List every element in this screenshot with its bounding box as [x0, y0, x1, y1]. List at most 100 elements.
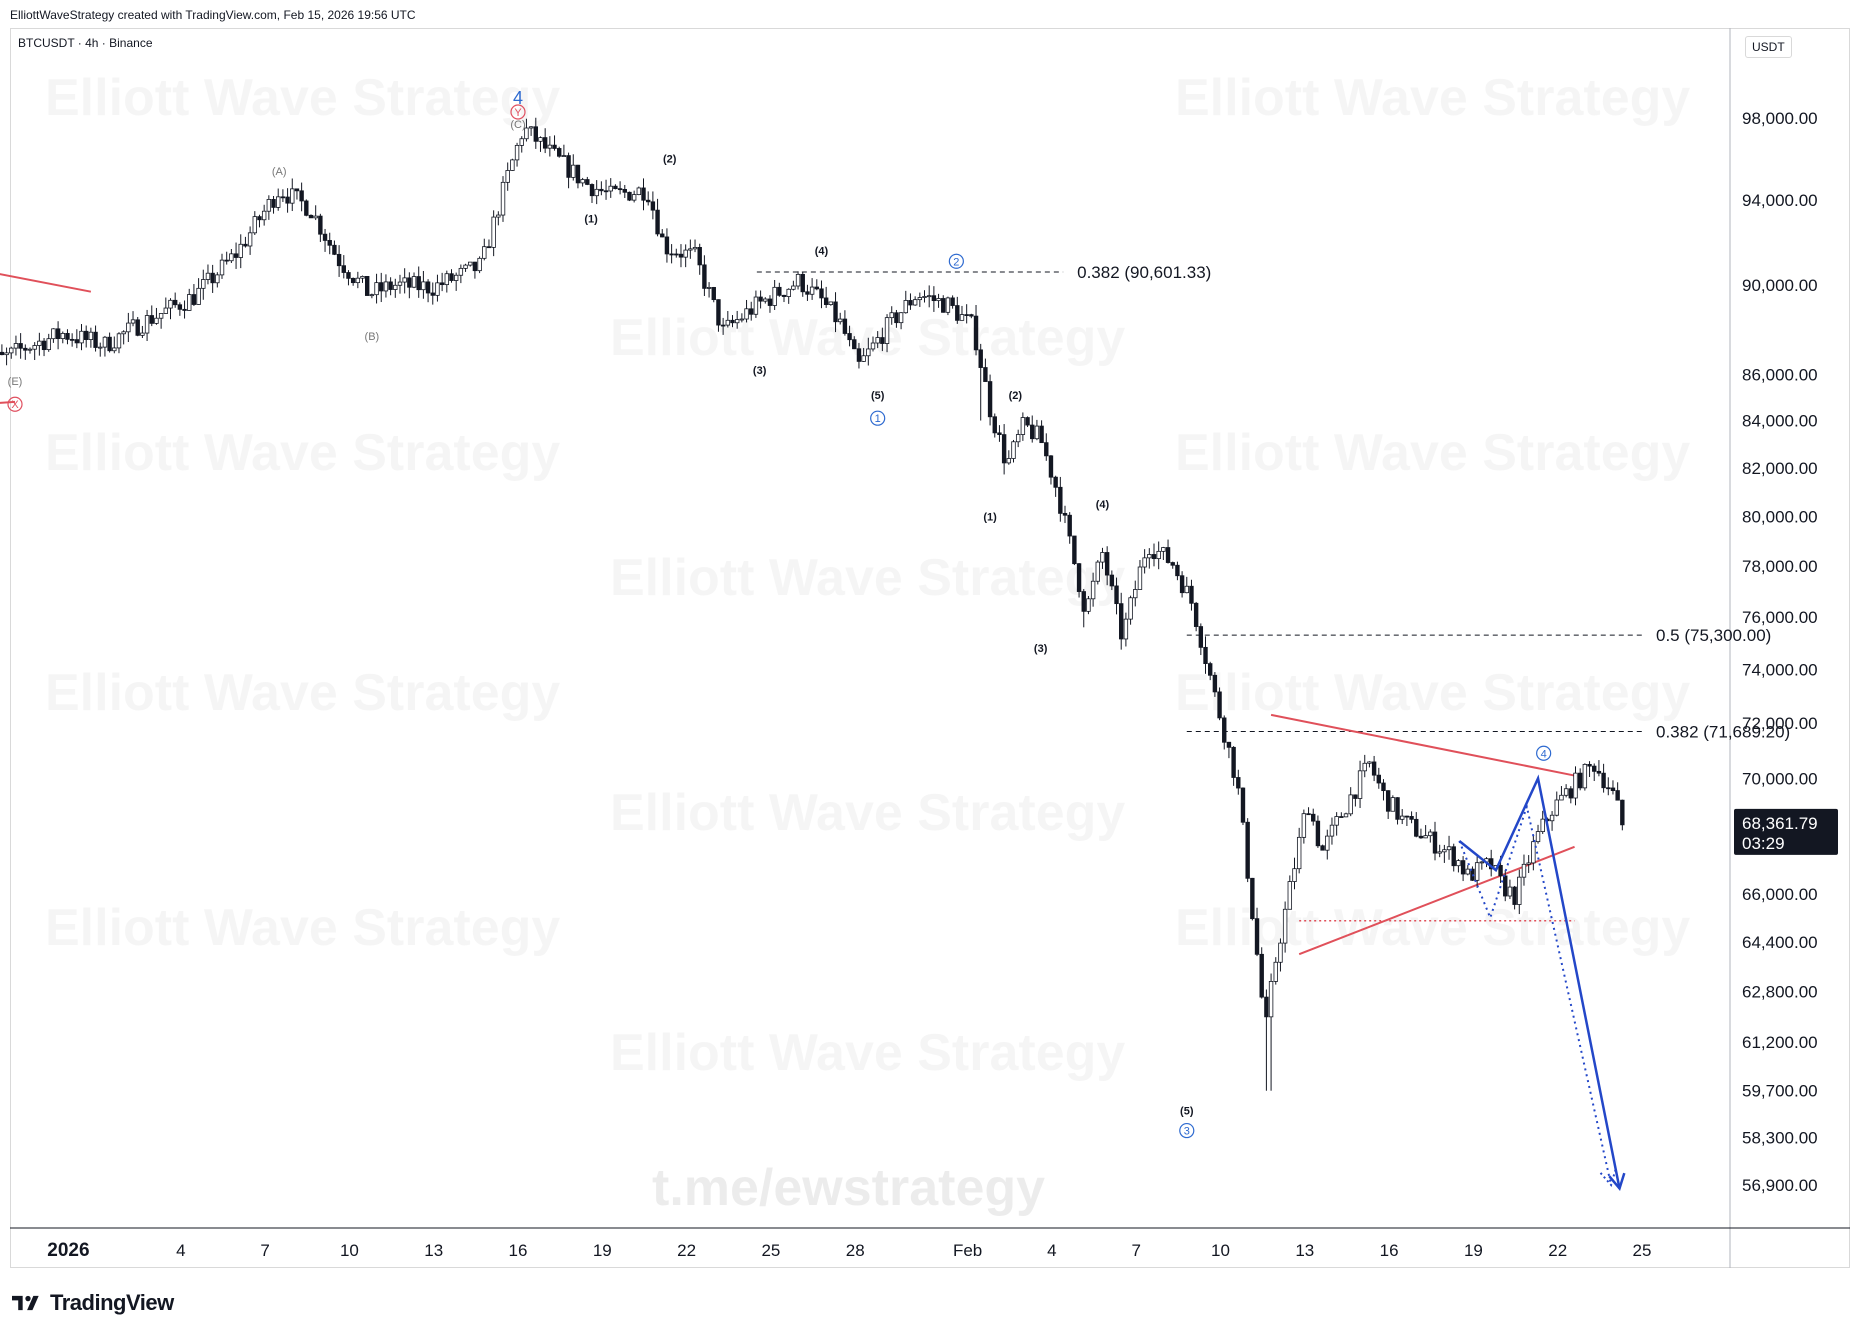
candle-body: [238, 243, 243, 258]
candle-body: [1343, 813, 1349, 818]
candle-body: [1156, 550, 1161, 560]
candle-body: [1264, 996, 1269, 1018]
candle-body: [55, 328, 61, 340]
price-unit-selector[interactable]: USDT: [1745, 36, 1792, 58]
candle-body: [763, 298, 768, 302]
candle-body: [1390, 797, 1396, 812]
candle-body: [0, 351, 5, 356]
candle-body: [749, 308, 754, 315]
price-axis[interactable]: 98,000.00 94,000.00 90,000.00 86,000.00 84,0…: [1742, 109, 1818, 1195]
candle-body: [135, 319, 140, 336]
candle-body: [93, 331, 98, 348]
candle-body: [1123, 618, 1129, 640]
candle-body: [37, 340, 42, 346]
candle-body: [1620, 799, 1625, 826]
candle-body: [224, 259, 229, 262]
candle-body: [730, 319, 735, 324]
tradingview-logo[interactable]: TradingView: [12, 1290, 174, 1316]
candle-body: [27, 348, 33, 351]
candle-body: [402, 277, 407, 283]
candle-body: [936, 298, 941, 302]
time-axis-label: 10: [1211, 1241, 1230, 1260]
projection-path-primary[interactable]: [1458, 774, 1621, 1189]
fibonacci-levels[interactable]: 0.382 (90,601.33) 0.5 (75,300.00) 0.382 (7…: [756, 263, 1790, 742]
candle-body: [1278, 942, 1283, 963]
candle-body: [168, 299, 173, 309]
chart-frame: [10, 28, 1850, 1268]
candle-body: [1100, 552, 1105, 563]
candle-body: [233, 253, 239, 258]
trendline[interactable]: [1270, 713, 1575, 777]
candle-body: [791, 285, 796, 290]
candle-body: [1287, 881, 1293, 910]
candle-body: [1535, 831, 1541, 843]
wave-label: (1): [584, 214, 598, 226]
candle-body: [1259, 953, 1264, 998]
trendlines[interactable]: [0, 270, 1575, 956]
candle-body: [355, 277, 361, 284]
candle-body: [210, 272, 215, 284]
candle-body: [229, 253, 234, 262]
candle-body: [716, 299, 721, 326]
price-axis-label: 62,800.00: [1742, 982, 1818, 1001]
candle-body: [1446, 846, 1452, 851]
candle-body: [1076, 563, 1082, 592]
candle-body: [922, 296, 927, 298]
candle-body: [1104, 552, 1110, 576]
candle-body: [369, 294, 375, 297]
wave-label: (C): [510, 119, 525, 131]
price-axis-label: 58,300.00: [1742, 1128, 1818, 1147]
tradingview-logo-text: TradingView: [50, 1290, 174, 1315]
candle-body: [636, 187, 642, 195]
wave-label-circle: [1179, 1122, 1195, 1139]
price-axis-label: 66,000.00: [1742, 885, 1818, 904]
candle-body: [641, 187, 646, 201]
fib-level-label: 0.382 (71,689.20): [1656, 723, 1790, 742]
candle-body: [1011, 441, 1016, 459]
wave-label: (3): [753, 365, 767, 377]
candle-body: [1081, 591, 1086, 612]
candle-body: [519, 138, 524, 146]
wave-label: (5): [1180, 1106, 1194, 1118]
candle-body: [585, 179, 590, 185]
candle-body: [866, 348, 871, 357]
candle-body: [739, 318, 745, 321]
candle-body: [1517, 876, 1522, 905]
candle-body: [514, 144, 520, 161]
wave-label: 3: [1184, 1126, 1190, 1138]
time-axis[interactable]: 2026 4 7 10 13 16 19 22 25 28 Feb 4 7 10 13 16 19 22 25: [47, 1240, 1651, 1261]
trendline[interactable]: [0, 400, 16, 404]
candle-body: [163, 307, 169, 314]
candle-body: [725, 319, 731, 326]
watermark-text: Elliott Wave Strategy: [1175, 664, 1690, 722]
candle-body: [1072, 535, 1077, 565]
candle-body: [580, 179, 585, 184]
candle-body: [74, 339, 80, 344]
candle-body: [1067, 514, 1072, 537]
candle-body: [1133, 589, 1138, 599]
candle-body: [510, 159, 515, 171]
candle-body: [107, 336, 112, 352]
candle-body: [350, 277, 356, 284]
candle-body: [177, 304, 183, 310]
candle-body: [257, 216, 262, 221]
symbol-legend[interactable]: BTCUSDT · 4h · Binance: [18, 36, 153, 50]
candle-body: [313, 215, 318, 219]
candle-body: [997, 432, 1002, 435]
price-axis-label: 98,000.00: [1742, 109, 1818, 128]
watermark-text: Elliott Wave Strategy: [1175, 424, 1690, 482]
candle-body: [552, 144, 557, 149]
candle-body: [23, 347, 28, 351]
candle-body: [1334, 816, 1339, 826]
wave-projections[interactable]: [1458, 774, 1626, 1192]
time-axis-label: 13: [1295, 1241, 1314, 1260]
candle-body: [631, 194, 637, 201]
candle-body: [1357, 770, 1363, 799]
candle-body: [613, 185, 618, 190]
time-axis-label: 19: [593, 1241, 612, 1260]
candle-body: [1114, 585, 1119, 605]
trendline[interactable]: [0, 270, 92, 293]
candle-body: [1161, 547, 1166, 552]
candle-body: [767, 298, 773, 306]
